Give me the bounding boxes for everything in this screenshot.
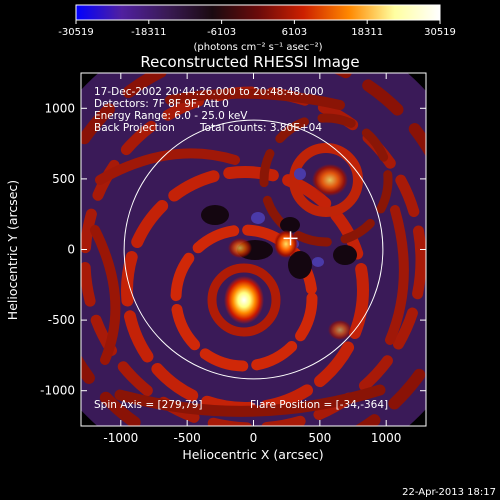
arc-right xyxy=(385,205,409,345)
arc-lower xyxy=(114,384,386,417)
footer-timestamp: 22-Apr-2013 18:17 xyxy=(402,487,496,498)
negative-blob xyxy=(251,212,265,224)
y-axis-label: Heliocentric Y (arcsec) xyxy=(5,180,20,320)
spin-axis-marker xyxy=(283,231,298,246)
dark-blobs xyxy=(201,205,357,279)
ring-upper-right-outer xyxy=(259,113,393,247)
solar-limb-circle xyxy=(123,119,384,380)
lower-right-source xyxy=(328,320,352,340)
colorbar-tick-label: -18311 xyxy=(131,27,166,38)
y-tick-label: -500 xyxy=(48,313,75,327)
colorbar-scale xyxy=(75,4,441,21)
ring-upper-right xyxy=(289,143,363,217)
plot-area: -1000 -500 0 500 1000 -1000 -500 0 500 1000 xyxy=(40,72,427,445)
x-tick-label: 500 xyxy=(308,431,331,445)
x-tick-label: -1000 xyxy=(103,431,138,445)
colorbar-ticks: -30519 -18311 -6103 6103 18311 30519 xyxy=(58,20,456,38)
time-range-text: 17-Dec-2002 20:44:26.000 to 20:48:48.000 xyxy=(94,86,324,98)
colorbar-tick-label: -6103 xyxy=(207,27,236,38)
left-source xyxy=(228,238,252,258)
x-tick-label: 0 xyxy=(250,431,258,445)
energy-range-text: Energy Range: 6.0 - 25.0 keV xyxy=(94,110,248,122)
arc-left xyxy=(90,225,121,365)
y-tick-label: -1000 xyxy=(40,384,75,398)
ring-inner xyxy=(170,224,318,372)
x-tick-label: -500 xyxy=(174,431,201,445)
total-counts-text: Total counts: 3.80E+04 xyxy=(199,122,322,134)
dark-blob xyxy=(201,205,229,225)
arc-top xyxy=(165,88,345,110)
negative-blob xyxy=(294,168,306,180)
annotations: 17-Dec-2002 20:44:26.000 to 20:48:48.000… xyxy=(94,86,388,411)
upper-right-source xyxy=(312,164,348,196)
red-rings xyxy=(81,73,426,426)
y-tick-label: 500 xyxy=(52,172,75,186)
x-tick-label: 1000 xyxy=(371,431,402,445)
chart-title: Reconstructed RHESSI Image xyxy=(140,53,359,71)
dark-blob xyxy=(288,251,312,279)
colorbar-tick-label: 18311 xyxy=(351,27,383,38)
ring-core xyxy=(207,263,281,337)
bright-sources xyxy=(224,164,352,340)
flare-position-text: Flare Position = [-34,-364] xyxy=(250,399,388,411)
spin-axis-text: Spin Axis = [279,79] xyxy=(94,399,202,411)
colorbar-units: (photons cm⁻² s⁻¹ asec⁻²) xyxy=(193,42,322,53)
main-flare-source xyxy=(224,276,264,324)
colorbar-tick-label: 6103 xyxy=(282,27,307,38)
method-text: Back Projection xyxy=(94,122,175,134)
colorbar-tick-label: 30519 xyxy=(424,27,456,38)
x-axis-label: Heliocentric X (arcsec) xyxy=(182,447,323,462)
y-tick-label: 0 xyxy=(67,243,75,257)
colorbar: -30519 -18311 -6103 6103 18311 30519 (photons… xyxy=(58,4,456,53)
y-tick-label: 1000 xyxy=(44,101,75,115)
axis-ticks: -1000 -500 0 500 1000 -1000 -500 0 500 1000 xyxy=(40,73,426,445)
colorbar-tick-label: -30519 xyxy=(58,27,93,38)
dark-blob xyxy=(280,217,300,233)
negative-blob xyxy=(312,257,324,267)
detectors-text: Detectors: 7F 8F 9F, Att 0 xyxy=(94,98,229,110)
dark-blob xyxy=(333,245,357,265)
arc-upper-left xyxy=(95,148,240,185)
central-source xyxy=(274,230,298,258)
image-content xyxy=(81,73,426,426)
